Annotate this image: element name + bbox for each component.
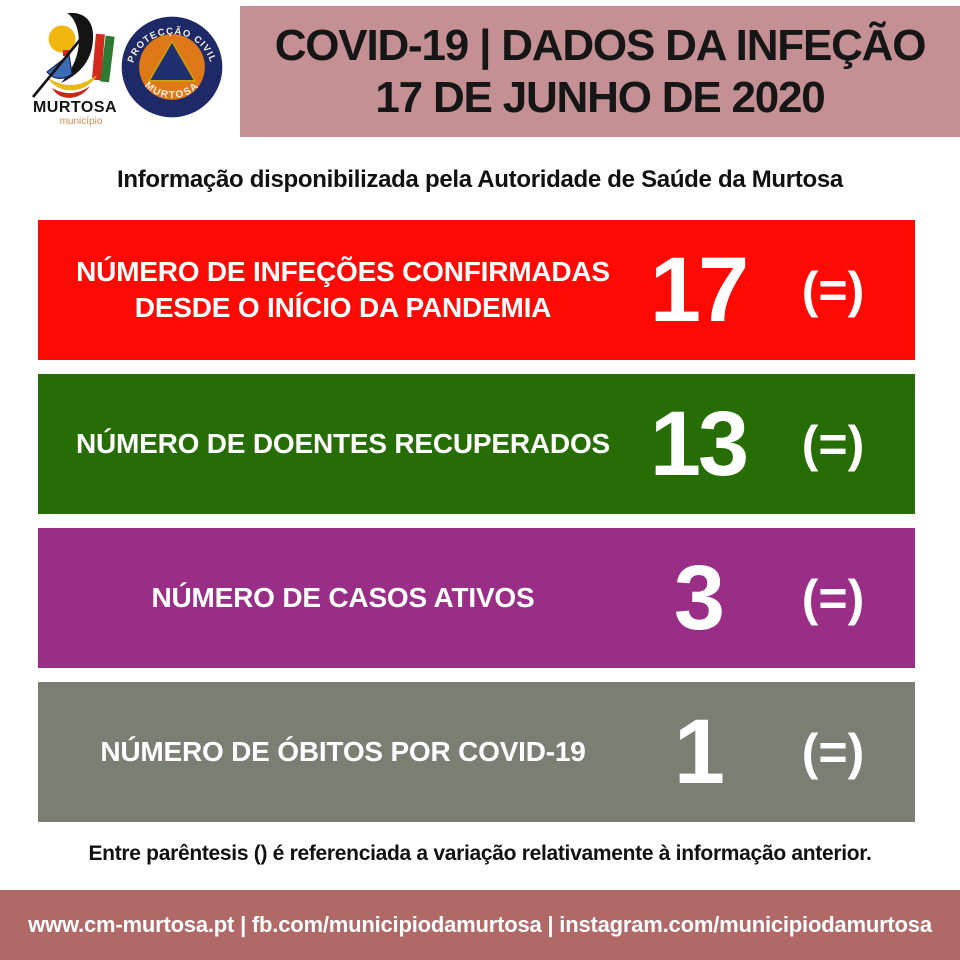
stat-label-line-1: NÚMERO DE CASOS ATIVOS (151, 581, 535, 613)
stat-covid-deaths: NÚMERO DE ÓBITOS POR COVID-19 1 (=) (38, 682, 915, 822)
logo-sun (48, 25, 76, 53)
logo-hull-red (52, 86, 90, 98)
footer-links-bar: www.cm-murtosa.pt | fb.com/municipiodamu… (0, 890, 960, 960)
stat-label-line-1: NÚMERO DE ÓBITOS POR COVID-19 (100, 735, 586, 767)
logo-boat-flag (63, 50, 70, 56)
stat-value: 13 (649, 393, 749, 495)
stat-label: NÚMERO DE CASOS ATIVOS (63, 580, 623, 616)
stats-list: NÚMERO DE INFEÇÕES CONFIRMADAS DESDE O I… (38, 220, 915, 836)
stat-value: 1 (673, 701, 725, 803)
logo-municipality-subtitle: município (60, 116, 103, 127)
source-subtitle: Informação disponibilizada pela Autorida… (117, 166, 843, 193)
logo-stripe-green (100, 35, 115, 83)
stat-variation: (=) (801, 570, 865, 626)
stat-variation: (=) (801, 724, 865, 780)
logo-oar (31, 34, 86, 98)
logo-stripe-red (91, 33, 105, 81)
stat-label-line-2: DESDE O INÍCIO DA PANDEMIA (134, 292, 552, 323)
title-line-1: COVID-19 | DADOS DA INFEÇÃO (274, 20, 927, 70)
logo-municipality-name: MURTOSA (33, 99, 117, 116)
stat-label-line-1: NÚMERO DE INFEÇÕES CONFIRMADAS (76, 255, 610, 287)
murtosa-municipality-logo: MURTOSA município (31, 13, 117, 127)
stat-active-cases: NÚMERO DE CASOS ATIVOS 3 (=) (38, 528, 915, 668)
stat-label: NÚMERO DE ÓBITOS POR COVID-19 (63, 734, 623, 770)
header-banner: COVID-19 | DADOS DA INFEÇÃO 17 DE JUNHO … (240, 6, 960, 137)
stat-confirmed-infections: NÚMERO DE INFEÇÕES CONFIRMADAS DESDE O I… (38, 220, 915, 360)
stat-label-line-1: NÚMERO DE DOENTES RECUPERADOS (75, 427, 611, 459)
logo-hull-yellow (47, 75, 97, 91)
stat-value: 17 (649, 239, 749, 341)
stat-label: NÚMERO DE INFEÇÕES CONFIRMADAS DESDE O I… (63, 254, 623, 327)
stat-variation: (=) (801, 262, 865, 318)
civil-protection-logo: PROTECÇÃO CIVIL MURTOSA (121, 16, 223, 118)
stat-recovered-patients: NÚMERO DE DOENTES RECUPERADOS 13 (=) (38, 374, 915, 514)
stat-variation: (=) (801, 416, 865, 472)
logo-swoosh (61, 13, 94, 83)
civil-protection-triangle (147, 40, 197, 82)
stat-label: NÚMERO DE DOENTES RECUPERADOS (63, 426, 623, 462)
stat-value: 3 (673, 547, 725, 649)
footer-links-text: www.cm-murtosa.pt | fb.com/municipiodamu… (28, 912, 932, 937)
logo-group: MURTOSA município PROTECÇÃO CIVIL MURTOS… (18, 6, 233, 134)
title-line-2: 17 DE JUNHO DE 2020 (375, 72, 825, 122)
variation-footnote: Entre parêntesis () é referenciada a var… (88, 842, 872, 865)
